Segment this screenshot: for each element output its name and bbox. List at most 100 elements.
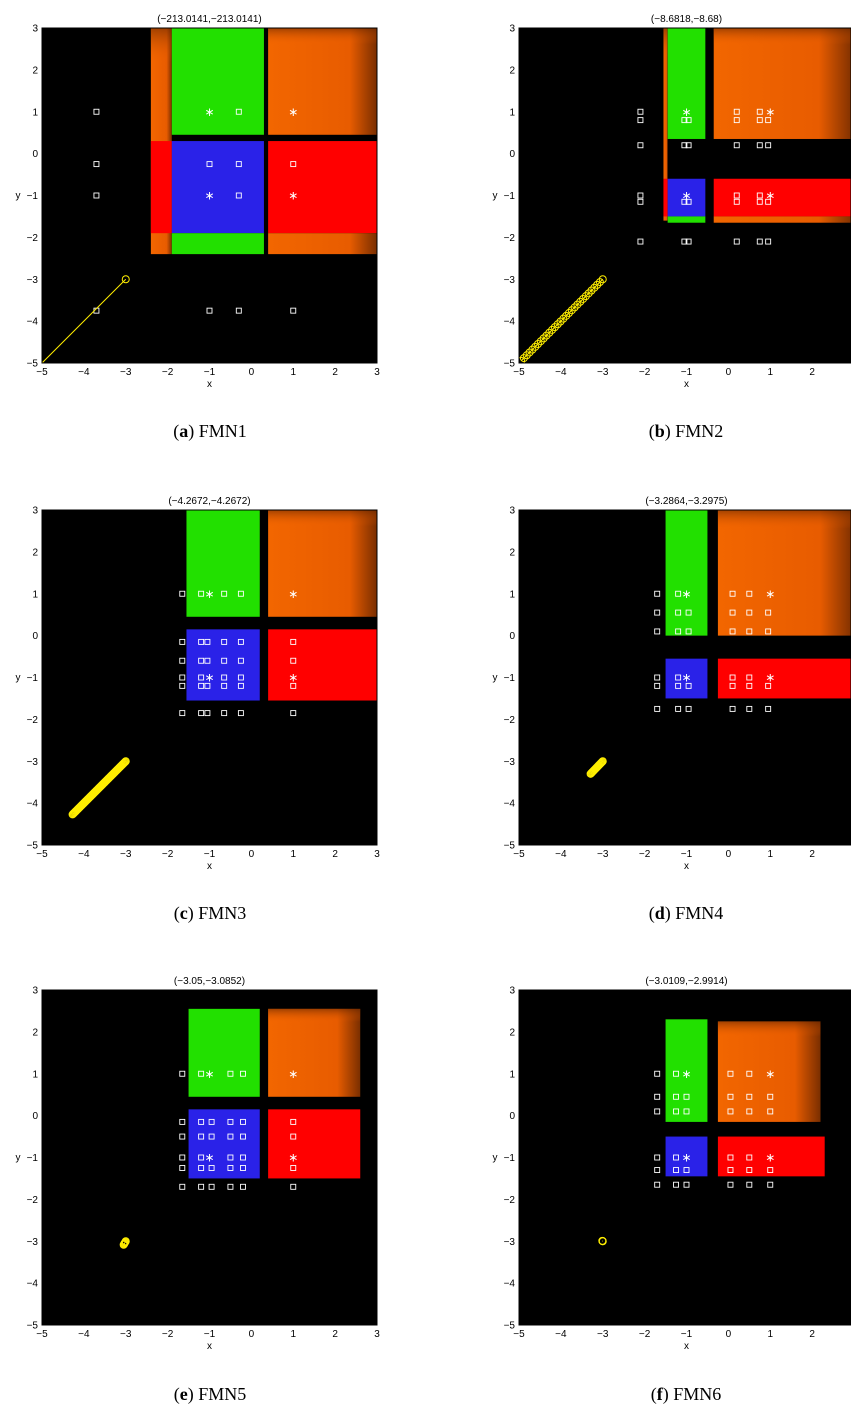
grid-marker [179, 682, 186, 689]
grid-marker [240, 1165, 246, 1171]
grid-marker [675, 590, 682, 597]
grid-marker [237, 590, 244, 597]
grid-marker [290, 307, 297, 314]
grid-marker [654, 1167, 661, 1174]
optimum-star: ∗ [681, 587, 691, 601]
y-tick-label: −5 [504, 1321, 516, 1332]
x-tick-label: −3 [597, 367, 609, 378]
grid-marker [654, 1108, 661, 1115]
grid-marker [221, 638, 228, 645]
y-tick-label: −4 [504, 799, 516, 810]
grid-marker [221, 710, 228, 717]
y-tick-label: −4 [27, 317, 39, 328]
y-tick-label: 3 [509, 986, 515, 997]
trajectory-point [588, 767, 597, 776]
optimum-star: ∗ [288, 105, 298, 119]
x-tick-label: −5 [36, 1329, 48, 1340]
trajectory-point [590, 283, 599, 292]
trajectory-point [587, 769, 596, 778]
optimum-star: ∗ [288, 189, 298, 203]
x-tick-label: −1 [681, 1329, 693, 1340]
grid-marker [681, 198, 688, 205]
grid-marker [237, 710, 244, 717]
region-blue [186, 629, 260, 701]
y-axis-label: y [493, 673, 498, 684]
grid-marker [290, 710, 297, 717]
optimum-star: ∗ [204, 587, 214, 601]
grid-marker [204, 638, 211, 645]
trajectory-point [567, 306, 576, 315]
x-tick-label: −5 [513, 849, 525, 860]
grid-marker [685, 628, 692, 635]
x-axis-label: x [684, 379, 689, 390]
grid-marker [637, 198, 644, 205]
y-tick-label: −1 [27, 1153, 39, 1164]
y-axis-label: y [16, 191, 21, 202]
trajectory-point [71, 807, 80, 816]
region-green [665, 510, 708, 636]
grid-marker [221, 657, 228, 664]
region-red [717, 1136, 825, 1177]
trajectory-point [573, 300, 582, 309]
grid-marker [221, 682, 228, 689]
x-tick-label: −5 [36, 367, 48, 378]
grid-marker [240, 1183, 246, 1190]
grid-marker [727, 1070, 734, 1077]
grid-marker [746, 674, 753, 681]
grid-marker [746, 1108, 753, 1115]
optimum-star: ∗ [681, 1067, 691, 1081]
region-blue [188, 1109, 260, 1179]
grid-marker [227, 1118, 234, 1125]
x-tick-label: −2 [162, 849, 174, 860]
trajectory-point [593, 280, 602, 289]
grid-marker [198, 1118, 205, 1125]
grid-marker [235, 161, 242, 168]
grid-marker [208, 1165, 215, 1171]
region-blue [171, 141, 264, 234]
grid-marker [765, 705, 772, 712]
y-tick-label: −3 [504, 275, 516, 286]
x-tick-label: −1 [681, 849, 693, 860]
grid-marker [767, 1167, 774, 1174]
optimum-star: ∗ [765, 105, 775, 119]
y-tick-label: −3 [27, 275, 39, 286]
x-axis-label: x [207, 1341, 212, 1352]
grid-marker [767, 1108, 774, 1115]
x-tick-label: 2 [332, 367, 338, 378]
grid-marker [727, 1093, 734, 1100]
grid-marker [765, 117, 772, 124]
grid-marker [93, 108, 100, 115]
trajectory-point [581, 292, 590, 301]
y-tick-label: 2 [32, 1027, 38, 1038]
grid-marker [685, 142, 692, 149]
grid-marker [654, 1154, 661, 1161]
plot-area: ∗ ∗ ∗ ∗ [598, 1019, 825, 1246]
grid-marker [235, 108, 242, 115]
region-shade [268, 510, 377, 617]
trajectory-point [539, 334, 548, 343]
y-tick-label: 3 [32, 986, 38, 997]
y-tick-label: 1 [509, 1069, 515, 1080]
grid-marker [290, 1133, 297, 1140]
grid-marker [675, 674, 682, 681]
plot-area: ∗ ∗ ∗ ∗ [119, 1008, 361, 1249]
panel-name: FMN5 [198, 1384, 246, 1404]
grid-marker [746, 590, 753, 597]
region-red [268, 629, 377, 701]
y-tick-label: 1 [32, 589, 38, 600]
grid-marker [208, 1133, 215, 1140]
x-tick-label: 2 [332, 849, 338, 860]
y-tick-label: 2 [509, 65, 515, 76]
region-red [717, 658, 851, 699]
grid-marker [198, 657, 205, 664]
trajectory-point [119, 1240, 128, 1249]
grid-marker [685, 609, 692, 616]
x-tick-label: −3 [120, 849, 132, 860]
grid-marker [685, 705, 692, 712]
trajectory-point [576, 297, 585, 306]
grid-marker [654, 682, 661, 689]
grid-marker [290, 1118, 297, 1125]
grid-marker [637, 108, 644, 115]
grid-marker [767, 1093, 774, 1100]
optimum-star: ∗ [681, 105, 691, 119]
